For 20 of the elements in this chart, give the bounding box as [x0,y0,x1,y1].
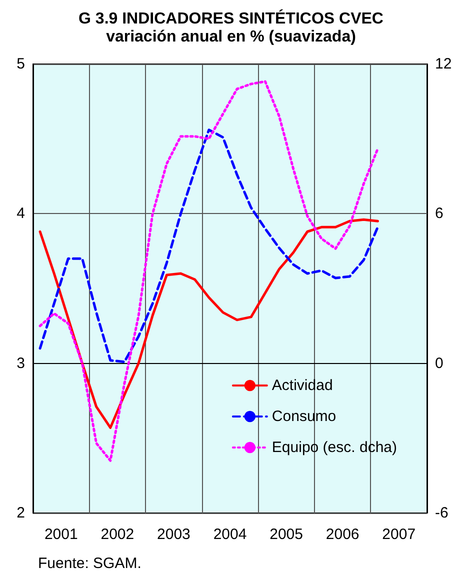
x-tick-label: 2003 [157,526,190,543]
chart-subtitle: variación anual en % (suavizada) [106,28,356,46]
x-tick-label: 2002 [100,526,134,543]
y2-tick-label: -6 [435,504,448,522]
y-tick-label: 3 [16,354,25,372]
y-tick-label: 2 [16,504,25,522]
line-series [38,218,379,429]
y2-tick-label: 12 [435,56,452,72]
source-note: Fuente: SGAM. [38,555,142,572]
y2-tick-label: 0 [435,354,444,372]
x-tick-label: 2005 [270,526,303,543]
chart-title: G 3.9 INDICADORES SINTÉTICOS CVEC [78,8,384,28]
x-tick-label: 2006 [326,526,360,543]
y-tick-label: 5 [16,56,25,72]
y-tick-label: 4 [16,205,25,222]
y2-tick-label: 6 [435,205,444,222]
x-tick-label: 2004 [213,526,247,543]
x-tick-label: 2007 [382,526,416,543]
line-series [38,128,379,364]
x-tick-label: 2001 [44,526,78,543]
